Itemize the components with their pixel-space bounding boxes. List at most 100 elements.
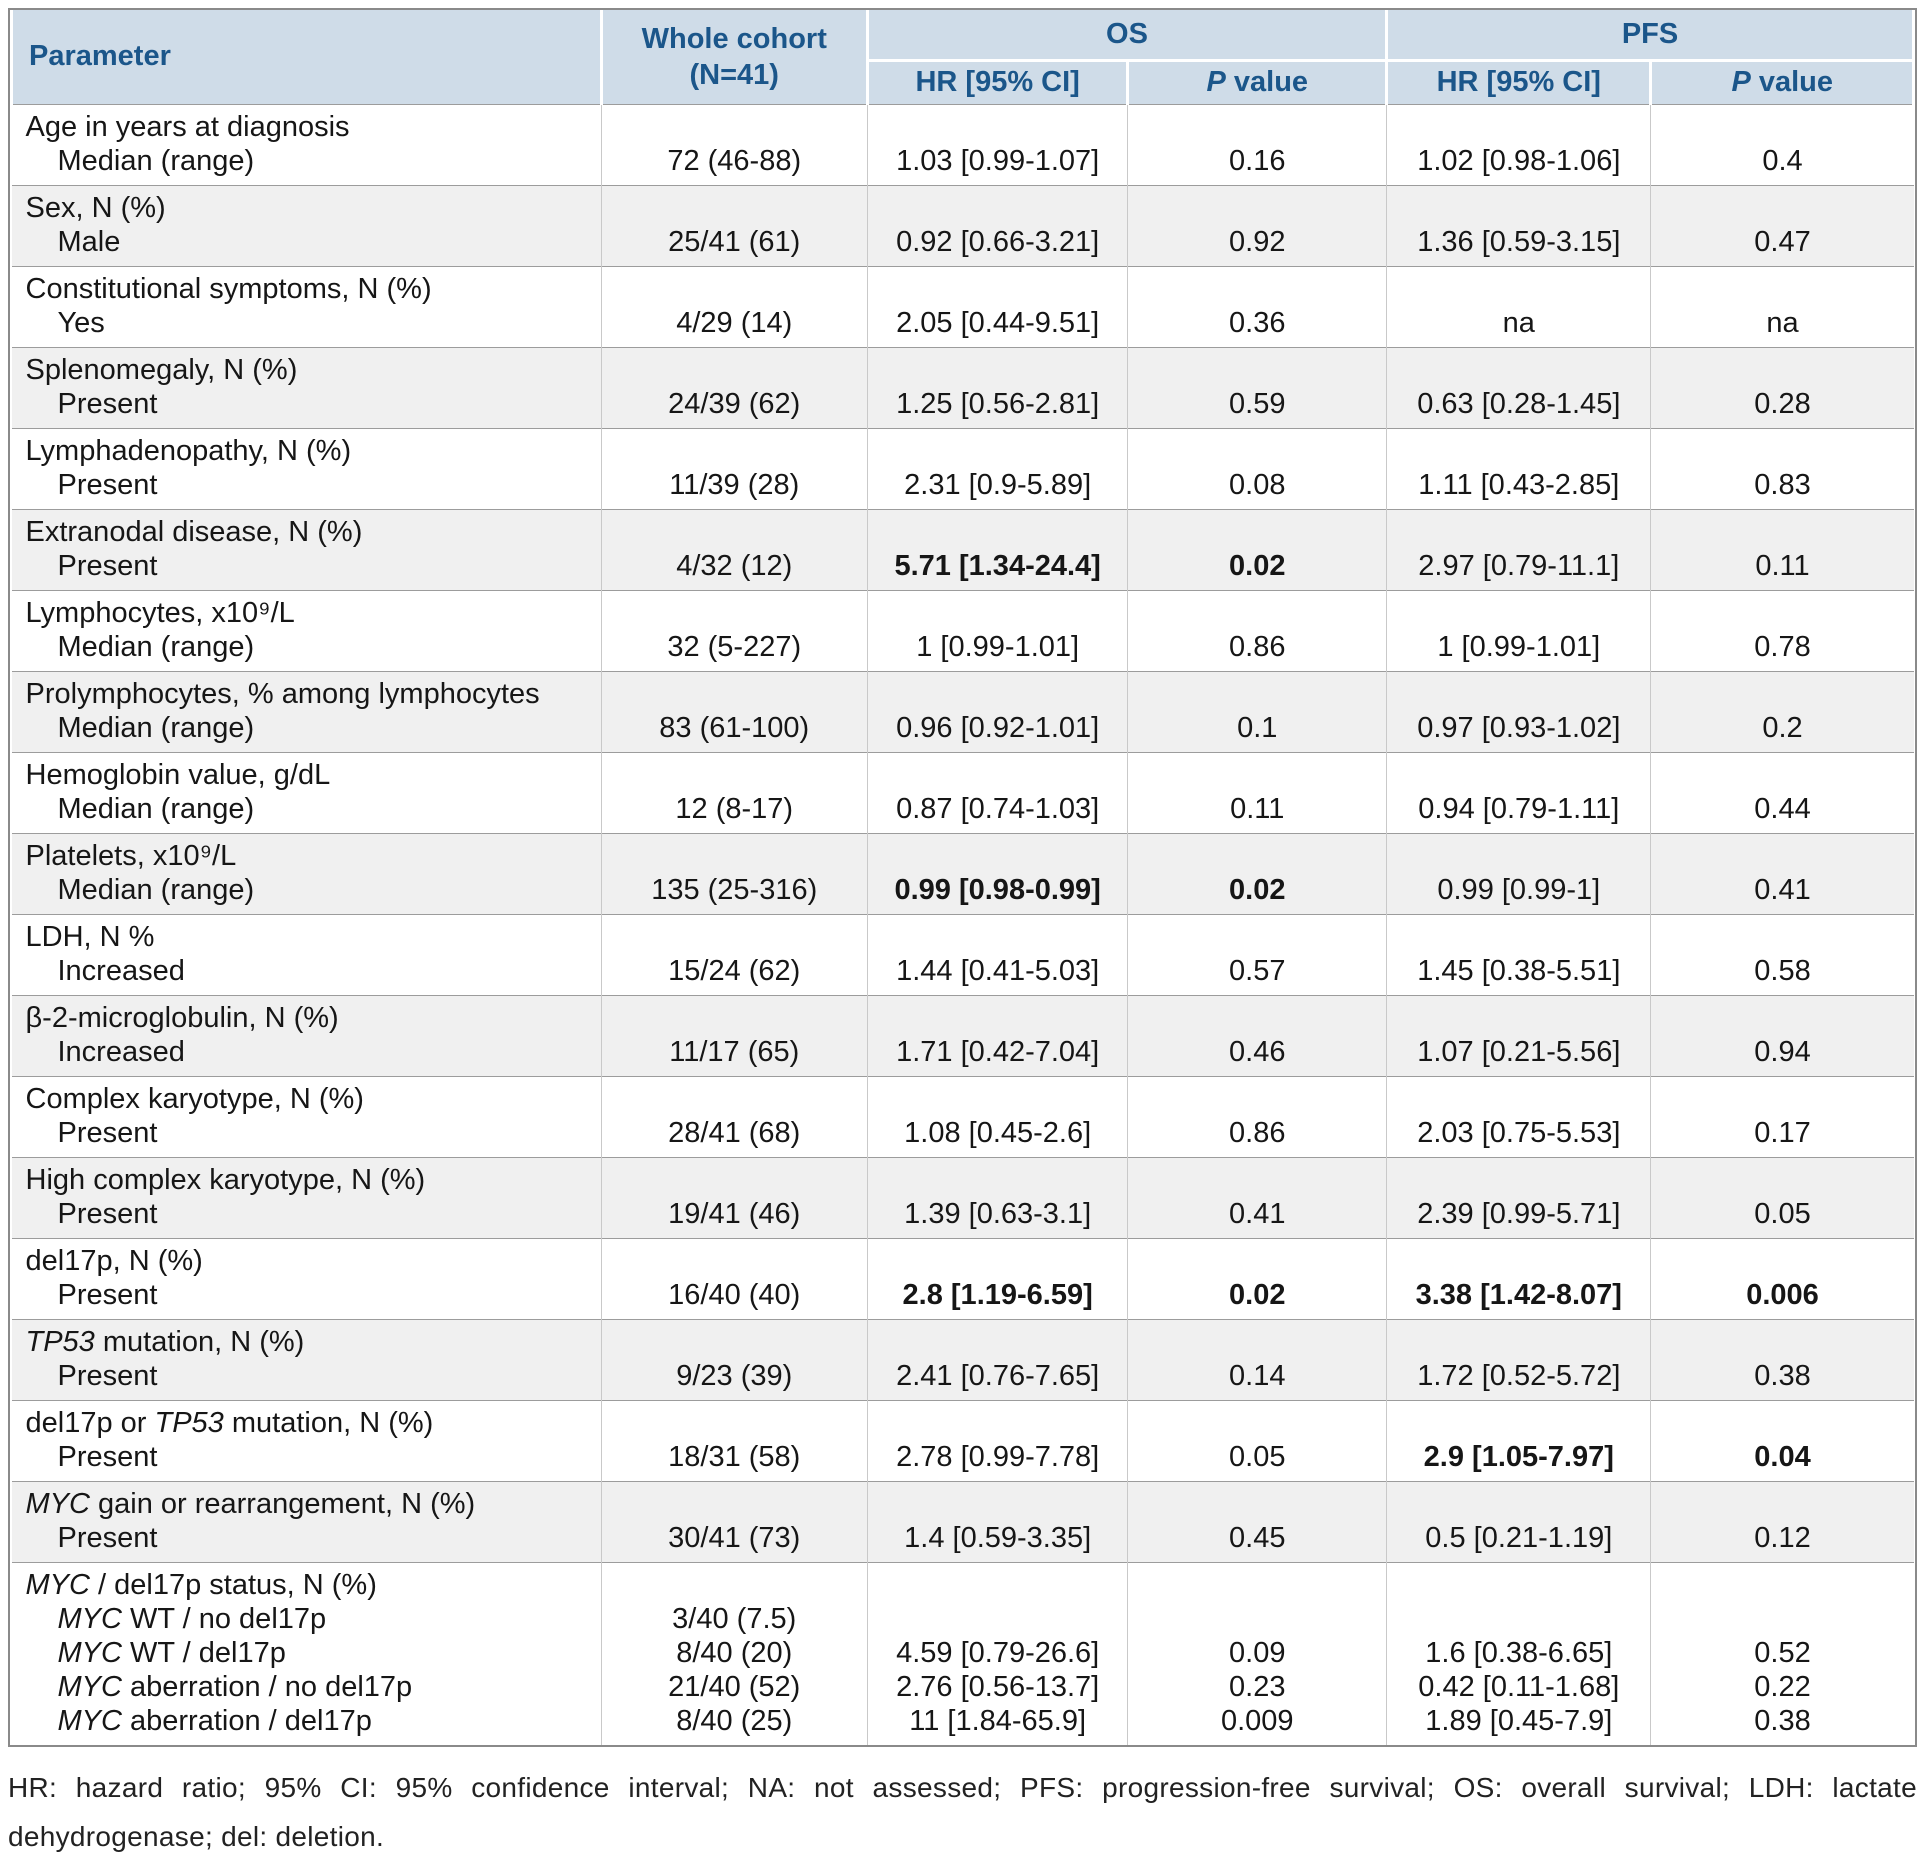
- value-line: 1 [0.99-1.01]: [1437, 630, 1601, 663]
- value-line: 0.04: [1754, 1440, 1811, 1473]
- value-line: 0.94 [0.79-1.11]: [1418, 792, 1620, 825]
- gene-name: MYC: [57, 1670, 122, 1703]
- value-line: 2.03 [0.75-5.53]: [1417, 1116, 1621, 1149]
- param-subcategory: Present: [12, 1521, 601, 1555]
- value-line: 1.36 [0.59-3.15]: [1417, 225, 1621, 258]
- cell-cohort: 25/41 (61): [600, 184, 868, 266]
- param-category: High complex karyotype, N (%): [12, 1163, 601, 1197]
- text-segment: Increased: [57, 1035, 185, 1068]
- cell-pfs-hr: 0.99 [0.99-1]: [1386, 832, 1651, 914]
- value-line: 1.71 [0.42-7.04]: [896, 1035, 1100, 1068]
- param-category: del17p, N (%): [12, 1244, 601, 1278]
- table-row: Constitutional symptoms, N (%) Yes 4/29 (1…: [11, 265, 1914, 347]
- text-segment: mutation, N (%): [223, 1406, 434, 1439]
- text-segment: Yes: [57, 306, 105, 339]
- text-segment: Male: [57, 225, 121, 258]
- param-category: Sex, N (%): [12, 191, 601, 225]
- param-subcategory: Increased: [12, 954, 601, 988]
- value-line: 0.006: [1746, 1278, 1819, 1311]
- value-line: 0.28: [1754, 387, 1811, 420]
- cell-os-hr: 2.41 [0.76-7.65]: [866, 1318, 1128, 1400]
- paper-table-figure: Parameter Whole cohort (N=41) OS PFS HR …: [8, 8, 1917, 1861]
- value-line: 11/39 (28): [669, 468, 800, 501]
- gene-name: MYC: [57, 1602, 122, 1635]
- param-category: Lymphadenopathy, N (%): [12, 434, 601, 468]
- text-segment: del17p, N (%): [25, 1244, 203, 1277]
- col-header-pfs-hr: HR [95% CI]: [1385, 58, 1653, 105]
- text-segment: aberration / del17p: [121, 1704, 372, 1737]
- cell-os-hr: 1.03 [0.99-1.07]: [866, 103, 1128, 185]
- cell-pfs-hr: 1.45 [0.38-5.51]: [1386, 913, 1651, 995]
- text-segment: Present: [57, 1197, 158, 1230]
- cell-pfs-hr: 1.11 [0.43-2.85]: [1386, 427, 1651, 509]
- text-segment: Increased: [57, 954, 185, 987]
- value-line: 0.22: [1754, 1670, 1811, 1703]
- value-line: 1.07 [0.21-5.56]: [1417, 1035, 1621, 1068]
- cell-pfs-p: 0.47: [1650, 184, 1914, 266]
- value-line: 0.02: [1229, 1278, 1286, 1311]
- param-category: MYC / del17p status, N (%): [12, 1568, 601, 1602]
- cell-os-p: 0.41: [1127, 1156, 1387, 1238]
- cell-os-p: 0.05: [1127, 1399, 1387, 1481]
- cell-parameter: Splenomegaly, N (%) Present: [11, 346, 602, 428]
- text-segment: Present: [57, 468, 158, 501]
- cell-pfs-p: 0.28: [1650, 346, 1914, 428]
- cell-os-p: 0.59: [1127, 346, 1387, 428]
- value-line: 16/40 (40): [668, 1278, 801, 1311]
- cell-cohort: 28/41 (68): [600, 1075, 868, 1157]
- value-line: 1.02 [0.98-1.06]: [1417, 144, 1621, 177]
- text-segment: Platelets, x10⁹/L: [25, 839, 237, 872]
- cell-os-hr: 1.39 [0.63-3.1]: [866, 1156, 1128, 1238]
- cell-os-p: 0.02: [1127, 832, 1387, 914]
- cell-os-p: 0.02: [1127, 508, 1387, 590]
- table-row: High complex karyotype, N (%) Present 19/4…: [11, 1156, 1914, 1238]
- cell-os-p: 0.92: [1127, 184, 1387, 266]
- cell-pfs-hr: 2.03 [0.75-5.53]: [1386, 1075, 1651, 1157]
- value-line: 0.86: [1229, 1116, 1286, 1149]
- text-segment: WT / no del17p: [121, 1602, 327, 1635]
- value-line: 0.41: [1754, 873, 1811, 906]
- cell-pfs-p: 0.83: [1650, 427, 1914, 509]
- table-row: Age in years at diagnosis Median (range) 7…: [11, 103, 1914, 185]
- value-line: 0.009: [1220, 1704, 1294, 1737]
- text-segment: Present: [57, 387, 158, 420]
- table-header: Parameter Whole cohort (N=41) OS PFS HR …: [10, 10, 1915, 105]
- value-line: 1.03 [0.99-1.07]: [896, 144, 1100, 177]
- cell-os-hr: 2.78 [0.99-7.78]: [866, 1399, 1128, 1481]
- cell-cohort: 11/39 (28): [600, 427, 868, 509]
- text-segment: Present: [57, 1440, 158, 1473]
- text-segment: LDH, N %: [25, 920, 155, 953]
- text-segment: Age in years at diagnosis: [25, 110, 350, 143]
- value-line: [1387, 1602, 1650, 1636]
- param-category: Prolymphocytes, % among lymphocytes: [12, 677, 601, 711]
- value-line: 0.05: [1754, 1197, 1811, 1230]
- value-line: 0.4: [1762, 144, 1803, 177]
- value-line: 0.11: [1755, 549, 1810, 582]
- table-row: Lymphadenopathy, N (%) Present 11/39 (28) 2…: [11, 427, 1914, 509]
- table-row: TP53 mutation, N (%) Present 9/23 (39) 2.41…: [11, 1318, 1914, 1400]
- cell-os-p: 0.86: [1127, 589, 1387, 671]
- value-line: 0.99 [0.98-0.99]: [894, 873, 1101, 906]
- value-line: 11 [1.84-65.9]: [909, 1704, 1087, 1737]
- value-line: na: [1766, 306, 1799, 339]
- cell-os-p: 0.16: [1127, 103, 1387, 185]
- table-row: del17p, N (%) Present 16/40 (40) 2.8 [1.19-…: [11, 1237, 1914, 1319]
- cell-pfs-p: na: [1650, 265, 1914, 347]
- cell-parameter: Lymphadenopathy, N (%) Present: [11, 427, 602, 509]
- cell-pfs-p: 0.17: [1650, 1075, 1914, 1157]
- value-line: 0.87 [0.74-1.03]: [896, 792, 1100, 825]
- col-header-whole-cohort: Whole cohort (N=41): [599, 10, 869, 105]
- value-line: 1.6 [0.38-6.65]: [1425, 1636, 1613, 1669]
- table-row: Extranodal disease, N (%) Present 4/32 (12…: [11, 508, 1914, 590]
- value-line: 0.08: [1229, 468, 1286, 501]
- cell-os-p: 0.86: [1127, 1075, 1387, 1157]
- cell-cohort: 32 (5-227): [600, 589, 868, 671]
- cell-parameter: Lymphocytes, x10⁹/L Median (range): [11, 589, 602, 671]
- cell-parameter: Extranodal disease, N (%) Present: [11, 508, 602, 590]
- param-category: TP53 mutation, N (%): [12, 1325, 601, 1359]
- cell-os-hr: 1 [0.99-1.01]: [866, 589, 1128, 671]
- param-category: LDH, N %: [12, 920, 601, 954]
- text-segment: Present: [57, 1359, 158, 1392]
- cell-pfs-p: 0.4: [1650, 103, 1914, 185]
- cell-pfs-hr: 0.94 [0.79-1.11]: [1386, 751, 1651, 833]
